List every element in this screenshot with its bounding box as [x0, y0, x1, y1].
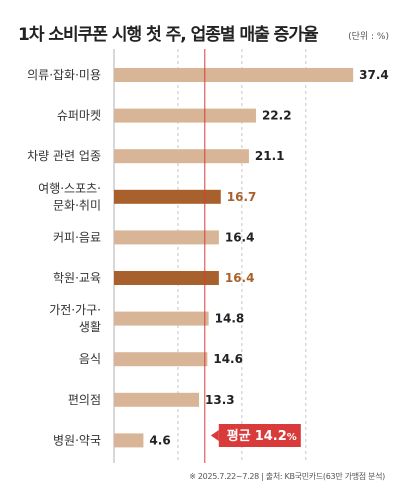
category-label: 가전·가구· 생활 — [49, 303, 101, 334]
value-label: 14.6 — [213, 352, 243, 366]
category-label: 슈퍼마켓 — [57, 109, 101, 123]
value-label: 21.1 — [255, 149, 285, 163]
value-label: 16.4 — [225, 230, 255, 244]
category-label-line: 문화·취미 — [53, 198, 101, 212]
value-label: 22.2 — [262, 109, 292, 123]
category-label: 병원·약국 — [53, 432, 101, 447]
bar — [114, 433, 144, 448]
bars — [114, 68, 354, 448]
category-label-line: 여행·스포츠· — [38, 180, 101, 195]
category-label: 의류·잡화·미용 — [27, 68, 101, 82]
category-label: 여행·스포츠· 문화·취미 — [38, 180, 101, 212]
category-label: 차량 관련 업종 — [27, 149, 101, 163]
chart-title: 1차 소비쿠폰 시행 첫 주, 업종별 매출 증가율 — [18, 25, 319, 45]
labels: 37.4 의류·잡화·미용 22.2 슈퍼마켓 21.1 차량 관련 업종 16.7 여행·스… — [27, 68, 389, 447]
bar — [114, 108, 256, 123]
category-label: 커피·음료 — [53, 230, 101, 244]
category-label-line: 편의점 — [68, 393, 101, 407]
unit-label: (단위 : %) — [348, 32, 389, 42]
bar — [114, 68, 354, 82]
category-label-line: 음식 — [79, 352, 101, 366]
value-label: 4.6 — [149, 433, 170, 447]
category-label-line: 병원·약국 — [53, 432, 101, 447]
average-marker: 평균 14.2% — [204, 49, 301, 463]
category-label: 편의점 — [68, 393, 101, 407]
source-footnote: ※ 2025.7.22~7.28 | 출처: KB국민카드(63만 가맹점 분석… — [189, 472, 385, 481]
value-label: 13.3 — [205, 393, 235, 407]
average-badge — [218, 424, 301, 447]
bar — [114, 352, 208, 367]
bar — [114, 311, 209, 326]
bar — [114, 149, 249, 164]
value-label: 37.4 — [359, 68, 389, 82]
value-label: 16.4 — [225, 271, 255, 285]
bar — [114, 271, 219, 285]
average-label: 평균 14.2% — [227, 428, 297, 444]
category-label: 학원·교육 — [53, 271, 101, 285]
bar — [114, 189, 221, 204]
category-label-line: 의류·잡화·미용 — [27, 68, 101, 82]
category-label-line: 차량 관련 업종 — [27, 149, 101, 163]
bar — [114, 392, 200, 407]
category-label: 음식 — [79, 352, 101, 366]
value-label: 16.7 — [227, 190, 257, 204]
average-label-value: 14.2 — [255, 429, 287, 444]
category-label-line: 가전·가구· — [49, 303, 101, 317]
bar — [114, 230, 219, 245]
average-badge-pointer — [210, 430, 219, 441]
category-label-line: 생활 — [79, 320, 101, 334]
average-label-name: 평균 — [227, 428, 251, 444]
category-label-line: 학원·교육 — [53, 271, 101, 285]
category-label-line: 커피·음료 — [53, 230, 101, 244]
average-label-unit: % — [287, 432, 297, 443]
category-label-line: 슈퍼마켓 — [57, 109, 101, 123]
value-label: 14.8 — [215, 312, 245, 326]
